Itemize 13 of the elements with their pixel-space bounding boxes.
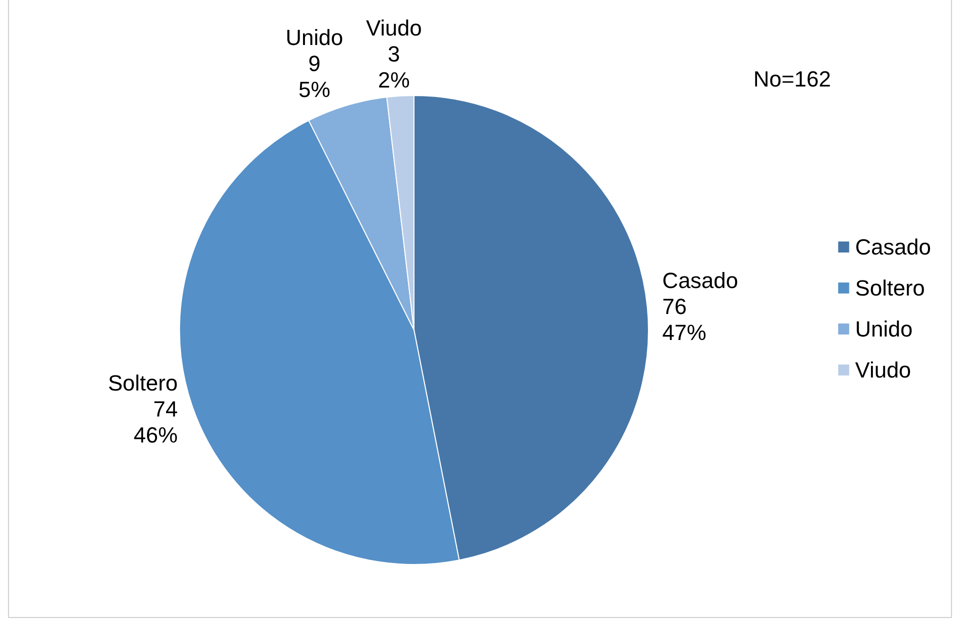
- legend-label: Viudo: [855, 358, 912, 382]
- slice-label: Viudo: [366, 15, 422, 40]
- legend-label: Soltero: [855, 276, 925, 300]
- slice-label: Unido: [286, 24, 344, 50]
- slice-label: Soltero: [108, 370, 178, 396]
- slice-label: Casado: [662, 268, 738, 293]
- text: No=162: [753, 66, 832, 92]
- legend-label: Unido: [855, 316, 913, 342]
- data-label: 76 47%: [662, 294, 706, 345]
- data-label: 74 46%: [134, 396, 178, 448]
- data-label: 3 2%: [378, 41, 410, 92]
- data-label: 9 5%: [298, 50, 330, 102]
- legend-label: Casado: [855, 234, 932, 260]
